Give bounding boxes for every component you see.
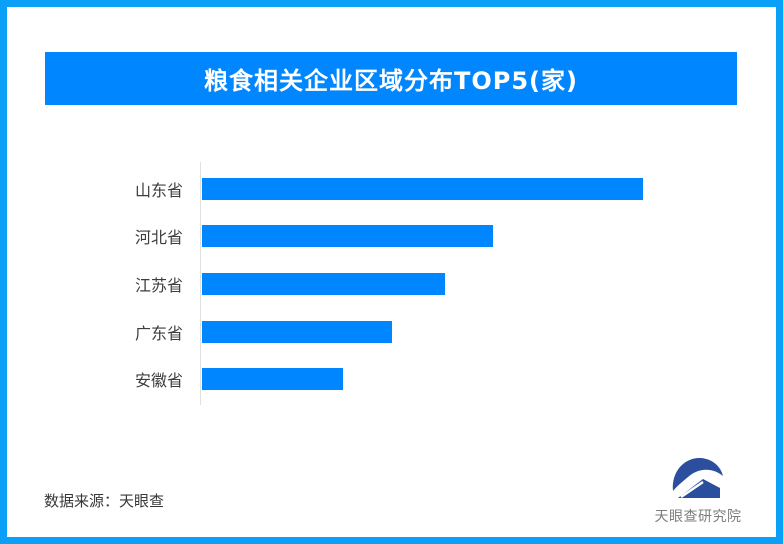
bar-hebei [202,225,493,248]
tianyancha-logo-block: 天眼查研究院 [648,453,748,526]
bar-row: 广东省 [7,308,776,356]
chart-title: 粮食相关企业区域分布TOP5(家) [204,67,578,95]
category-label-shandong: 山东省 [134,180,183,200]
bar-row: 河北省 [7,213,776,261]
bar-guangdong [202,320,392,343]
bar-jiangsu [202,272,445,295]
bar-row: 江苏省 [7,260,776,308]
bar-shandong [202,177,643,200]
category-label-jiangsu: 江苏省 [134,275,183,295]
bar-chart: 山东省 河北省 江苏省 广东省 安徽省 [7,162,776,405]
category-label-hebei: 河北省 [134,228,183,248]
bar-row: 安徽省 [7,355,776,403]
y-axis-line [200,162,201,405]
category-label-anhui: 安徽省 [134,371,183,391]
tianyancha-logo-icon [672,457,723,499]
data-source-text: 数据来源：天眼查 [44,492,165,510]
bar-anhui [202,368,343,391]
tianyancha-logo-label: 天眼查研究院 [654,509,742,525]
bar-row: 山东省 [7,165,776,213]
chart-title-banner: 粮食相关企业区域分布TOP5(家) [45,52,737,105]
category-label-guangdong: 广东省 [134,323,183,343]
